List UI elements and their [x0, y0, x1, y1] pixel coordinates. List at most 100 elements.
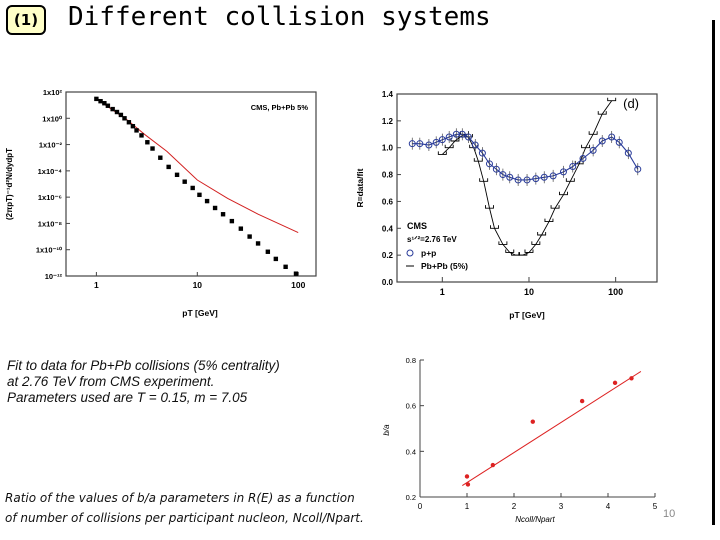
data-point	[612, 380, 618, 386]
data-point	[118, 112, 124, 118]
pbpb-point	[544, 218, 554, 223]
data-point	[145, 140, 150, 145]
y-tick-label: 1x10⁻¹⁰	[36, 246, 63, 255]
pp-point	[464, 133, 472, 141]
pp-point	[438, 136, 446, 144]
pp-point	[499, 171, 507, 179]
x-tick-label: 5	[653, 502, 658, 511]
x-tick-label: 10	[193, 280, 203, 290]
data-point	[204, 198, 210, 204]
x-axis-label: Ncoll/Npart	[515, 515, 555, 524]
pp-point	[478, 149, 486, 157]
pp-point	[506, 173, 514, 181]
ratio-chart: (d) R=data/fit pT [GeV] CMS s¹ᐟ²=2.76 Te…	[355, 90, 658, 320]
pbpb-point	[479, 178, 489, 182]
pbpb-point	[511, 252, 521, 256]
data-point	[530, 419, 535, 424]
pbpb-point	[531, 241, 541, 245]
pbpb-point	[581, 144, 591, 149]
pbpb-point	[588, 131, 598, 135]
pp-point	[425, 141, 433, 149]
fit-caption-line-2: at 2.76 TeV from CMS experiment.	[7, 374, 215, 389]
data-point	[158, 155, 163, 160]
y-tick-label: 0.2	[382, 251, 394, 260]
x-tick-label: 10	[524, 287, 534, 297]
ratio-caption: Ratio of the values of b/a parameters in…	[5, 488, 364, 528]
data-point	[110, 106, 115, 112]
y-tick-label: 1x10⁻⁴	[38, 167, 63, 176]
y-tick-label: 0.6	[406, 402, 416, 411]
x-axis-label: pT [GeV]	[182, 308, 218, 318]
y-tick-label: 1.0	[382, 144, 394, 153]
data-point	[273, 256, 279, 262]
data-point	[579, 398, 585, 404]
fit-line	[462, 370, 642, 487]
panel-label: (d)	[623, 96, 639, 111]
y-axis-label: b/a	[382, 424, 391, 436]
x-tick-label: 0	[418, 502, 423, 511]
data-point	[212, 205, 218, 211]
y-tick-label: 1x10⁻²	[39, 141, 63, 150]
data-point	[465, 482, 471, 487]
pp-point	[458, 130, 466, 138]
y-tick-label: 0.4	[406, 447, 416, 456]
pp-point	[559, 168, 567, 176]
pp-point	[432, 138, 440, 146]
y-tick-label: 0.2	[406, 493, 416, 502]
pbpb-point	[518, 252, 528, 256]
data-point	[105, 103, 111, 108]
pp-point	[624, 149, 632, 157]
data-point	[265, 249, 271, 254]
x-tick-label: 1	[440, 287, 445, 297]
pbpb-point	[490, 225, 499, 229]
x-axis-label: pT [GeV]	[509, 310, 545, 320]
y-tick-label: 0.8	[382, 171, 394, 180]
pp-point	[523, 176, 531, 184]
ba-ratio-chart: b/a Ncoll/Npart 0 1 2 3 4 5 0.2 0.4 0.6 0.8	[382, 356, 658, 524]
pp-point	[485, 160, 493, 168]
legend-line-2: s¹ᐟ²=2.76 TeV	[407, 235, 457, 244]
x-tick-label: 2	[512, 502, 517, 511]
data-point	[114, 109, 120, 115]
pbpb-point	[437, 151, 447, 155]
pbpb-point	[537, 232, 547, 236]
data-point	[130, 123, 136, 129]
y-tick-label: 10⁻¹²	[45, 272, 63, 281]
y-tick-label: 1.2	[382, 117, 394, 126]
pp-point	[549, 172, 557, 180]
x-tick-label: 1	[94, 280, 99, 290]
data-point	[220, 212, 226, 217]
pbpb-point	[550, 205, 560, 209]
legend-line-1: CMS	[407, 221, 427, 231]
fit-caption: Fit to data for Pb+Pb collisions (5% cen…	[7, 358, 280, 406]
data-point	[197, 192, 202, 198]
y-tick-label: 0.8	[406, 356, 416, 365]
data-point	[629, 376, 634, 381]
data-point	[139, 133, 144, 138]
pbpb-point	[444, 144, 454, 149]
pp-point	[608, 133, 616, 141]
data-point	[490, 462, 496, 468]
data-point	[134, 128, 139, 133]
x-tick-label: 1	[465, 502, 470, 511]
data-point	[174, 172, 180, 178]
spectrum-chart: CMS, Pb+Pb 5% (2πpT)⁻¹d²N/dydpT pT [GeV]…	[5, 88, 317, 318]
data-point	[190, 185, 195, 191]
pp-point	[569, 163, 577, 171]
y-tick-label: 1x10⁻⁶	[38, 193, 62, 202]
data-point	[166, 164, 171, 170]
y-axis-label: (2πpT)⁻¹d²N/dydpT	[5, 148, 14, 220]
data-point	[182, 179, 187, 184]
data-point	[126, 120, 132, 125]
data-point	[122, 116, 127, 121]
pp-point	[589, 146, 597, 154]
x-tick-label: 100	[291, 280, 305, 290]
ratio-caption-line-2: of number of collisions per participant …	[5, 511, 364, 525]
pp-point	[514, 176, 522, 184]
pp-point	[408, 140, 416, 148]
pp-point	[540, 173, 548, 181]
pbpb-point	[485, 205, 494, 209]
fit-caption-line-1: Fit to data for Pb+Pb collisions (5% cen…	[7, 358, 280, 373]
pp-point	[445, 133, 453, 141]
legend-line-4: Pb+Pb (5%)	[421, 261, 468, 271]
